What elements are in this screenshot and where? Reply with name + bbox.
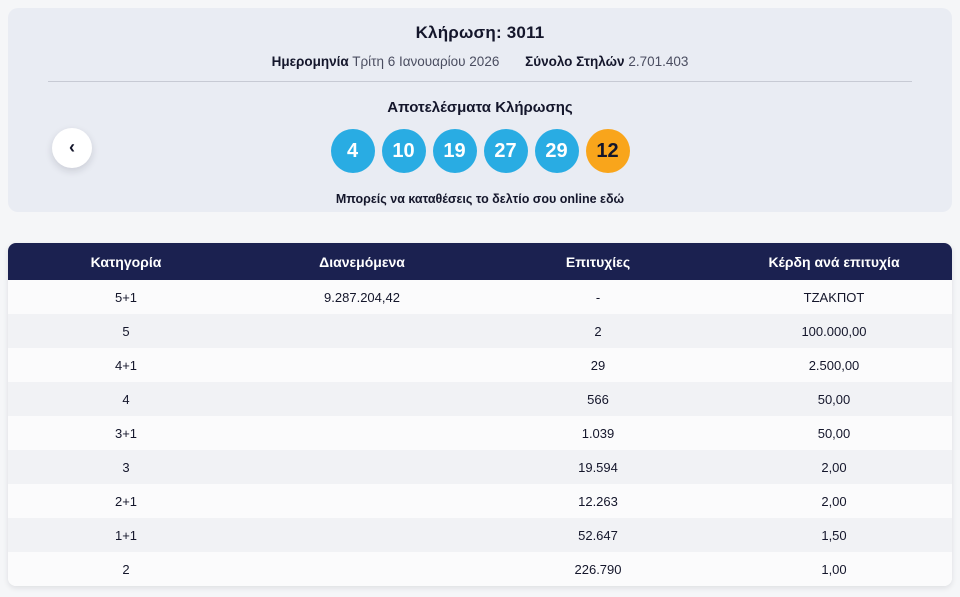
- draw-title: Κλήρωση: 3011: [415, 23, 545, 42]
- drawn-number-2: 10: [381, 129, 426, 173]
- cell-category: 4+1: [114, 357, 138, 373]
- total-columns: Σύνολο Στηλών 2.701.403: [525, 54, 688, 69]
- cell-successes: 19.594: [578, 459, 618, 475]
- cell-winnings: 100.000,00: [801, 323, 867, 339]
- table-row: 4+1 29 2.500,00: [8, 348, 952, 382]
- chevron-left-icon: ‹: [69, 137, 75, 157]
- columns-label: Σύνολο Στηλών: [525, 54, 625, 69]
- cell-successes: 2: [594, 323, 602, 339]
- header-distributed: Διανεμόμενα: [319, 253, 405, 270]
- results-heading: Αποτελέσματα Κλήρωσης: [387, 99, 573, 116]
- divider: [48, 81, 912, 82]
- draw-meta: Ημερομηνία Τρίτη 6 Ιανουαρίου 2026 Σύνολ…: [8, 54, 952, 69]
- table-row: 1+1 52.647 1,50: [8, 518, 952, 552]
- drawn-number-3: 19: [432, 129, 477, 173]
- drawn-numbers: 4 10 19 27 29 12: [8, 129, 952, 173]
- header-category: Κατηγορία: [90, 253, 162, 270]
- cell-winnings: 1,50: [821, 527, 847, 543]
- cell-winnings: 50,00: [817, 391, 851, 407]
- table-row: 3+1 1.039 50,00: [8, 416, 952, 450]
- table-row: 3 19.594 2,00: [8, 450, 952, 484]
- cell-successes: 226.790: [574, 561, 622, 577]
- cell-category: 1+1: [114, 527, 138, 543]
- cell-category: 5+1: [114, 289, 138, 305]
- cell-distributed: 9.287.204,42: [324, 289, 400, 305]
- columns-value: 2.701.403: [628, 54, 689, 69]
- cell-winnings: 50,00: [817, 425, 851, 441]
- cell-successes: 29: [590, 357, 606, 373]
- cell-successes: 566: [587, 391, 609, 407]
- cell-category: 5: [122, 323, 130, 339]
- date-label: Ημερομηνία: [271, 54, 349, 69]
- online-submit-link[interactable]: Μπορείς να καταθέσεις το δελτίο σου onli…: [335, 192, 625, 206]
- cell-winnings: 2,00: [821, 493, 847, 509]
- previous-draw-button[interactable]: ‹: [52, 128, 92, 168]
- table-row: 2+1 12.263 2,00: [8, 484, 952, 518]
- table-row: 2 226.790 1,00: [8, 552, 952, 586]
- cell-category: 2+1: [114, 493, 138, 509]
- cell-category: 4: [122, 391, 130, 407]
- cell-successes: 52.647: [578, 527, 618, 543]
- cell-winnings: 2,00: [821, 459, 847, 475]
- table-row: 5+1 9.287.204,42 - ΤΖΑΚΠΟΤ: [8, 280, 952, 314]
- drawn-number-1: 4: [330, 129, 375, 173]
- cell-successes: -: [595, 289, 601, 305]
- cell-category: 2: [122, 561, 130, 577]
- header-successes: Επιτυχίες: [565, 253, 631, 270]
- cell-category: 3+1: [114, 425, 138, 441]
- table-header-row: Κατηγορία Διανεμόμενα Επιτυχίες Κέρδη αν…: [8, 243, 952, 280]
- draw-summary-panel: Κλήρωση: 3011 Ημερομηνία Τρίτη 6 Ιανουαρ…: [8, 8, 952, 212]
- date-value: Τρίτη 6 Ιανουαρίου 2026: [352, 54, 500, 69]
- cell-winnings: 1,00: [821, 561, 847, 577]
- cell-winnings: ΤΖΑΚΠΟΤ: [803, 289, 865, 305]
- cell-winnings: 2.500,00: [808, 357, 860, 373]
- draw-date: Ημερομηνία Τρίτη 6 Ιανουαρίου 2026: [272, 54, 500, 69]
- joker-number: 12: [585, 129, 630, 173]
- table-body: 5+1 9.287.204,42 - ΤΖΑΚΠΟΤ 5 2 100.000,0…: [8, 280, 952, 586]
- cell-successes: 12.263: [578, 493, 618, 509]
- winnings-table: Κατηγορία Διανεμόμενα Επιτυχίες Κέρδη αν…: [8, 243, 952, 586]
- cell-category: 3: [122, 459, 130, 475]
- header-winnings: Κέρδη ανά επιτυχία: [768, 253, 900, 270]
- drawn-number-4: 27: [483, 129, 528, 173]
- cell-successes: 1.039: [581, 425, 615, 441]
- table-row: 5 2 100.000,00: [8, 314, 952, 348]
- table-row: 4 566 50,00: [8, 382, 952, 416]
- drawn-number-5: 29: [534, 129, 579, 173]
